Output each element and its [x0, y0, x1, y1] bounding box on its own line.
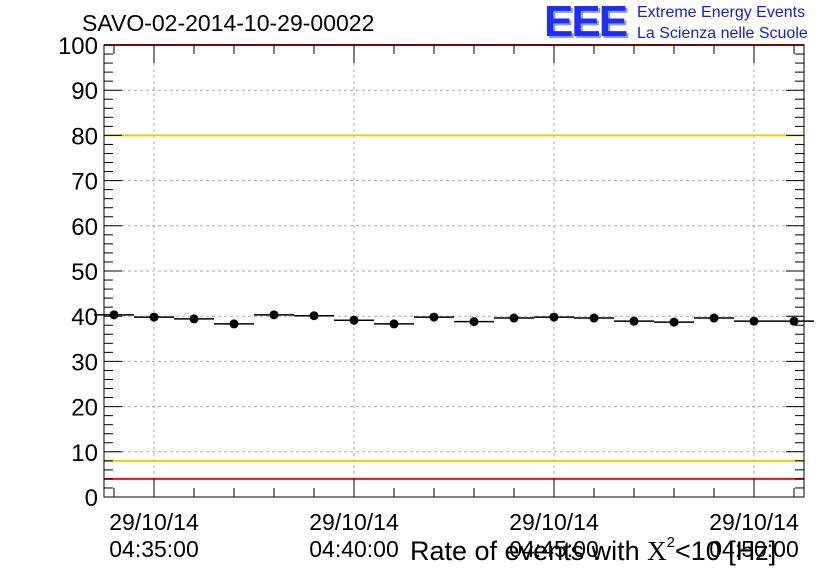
grid-lines	[104, 44, 804, 498]
data-point	[509, 313, 519, 323]
data-point	[229, 319, 239, 329]
reference-lines	[104, 44, 804, 480]
data-point	[589, 313, 599, 323]
x-tick-label-time: 04:45:00	[509, 536, 599, 562]
eee-logo: EEE	[544, 0, 628, 46]
y-tick-label: 30	[71, 349, 98, 376]
y-tick-label: 50	[71, 259, 98, 286]
data-point	[269, 310, 279, 320]
x-tick-label-date: 29/10/14	[509, 509, 599, 535]
x-axis-title-suffix: <10 [Hz]	[674, 536, 777, 566]
x-axis-title: Rate of events with X2<10 [Hz]	[410, 534, 777, 567]
data-point	[749, 316, 759, 326]
x-tick-label-time: 04:50:00	[709, 536, 799, 562]
data-point	[549, 312, 559, 322]
logo-line-1: Extreme Energy Events	[637, 4, 806, 21]
y-tick-label: 100	[58, 33, 98, 60]
data-point	[469, 317, 479, 327]
data-point	[189, 314, 199, 324]
axes: 010203040506070809010029/10/1404:35:0029…	[58, 33, 805, 562]
y-tick-label: 0	[85, 485, 98, 512]
x-tick-label-date: 29/10/14	[709, 509, 799, 535]
data-point	[389, 319, 399, 329]
data-point	[109, 310, 119, 320]
y-tick-label: 90	[71, 78, 98, 105]
y-tick-label: 80	[71, 123, 98, 150]
y-tick-label: 60	[71, 214, 98, 241]
x-axis-title-chi: X	[647, 536, 667, 566]
x-tick-label-date: 29/10/14	[109, 509, 199, 535]
y-tick-label: 20	[71, 395, 98, 422]
data-point	[669, 317, 679, 327]
data-point	[349, 315, 359, 325]
x-axis-title-sup: 2	[666, 534, 675, 551]
y-tick-label: 10	[71, 440, 98, 467]
logo-line-2: La Scienza nelle Scuole	[637, 25, 808, 42]
y-tick-label: 40	[71, 304, 98, 331]
data-points	[94, 310, 814, 329]
data-point	[709, 313, 719, 323]
x-tick-label-date: 29/10/14	[309, 509, 399, 535]
data-point	[789, 316, 799, 326]
x-axis-title-prefix: Rate of events with	[410, 536, 648, 566]
data-point	[429, 312, 439, 322]
data-point	[309, 311, 319, 321]
data-point	[149, 312, 159, 322]
x-tick-label-time: 04:40:00	[309, 536, 399, 562]
y-tick-label: 70	[71, 169, 98, 196]
x-tick-label-time: 04:35:00	[109, 536, 199, 562]
data-point	[629, 316, 639, 326]
chart-title: SAVO-02-2014-10-29-00022	[82, 10, 375, 36]
